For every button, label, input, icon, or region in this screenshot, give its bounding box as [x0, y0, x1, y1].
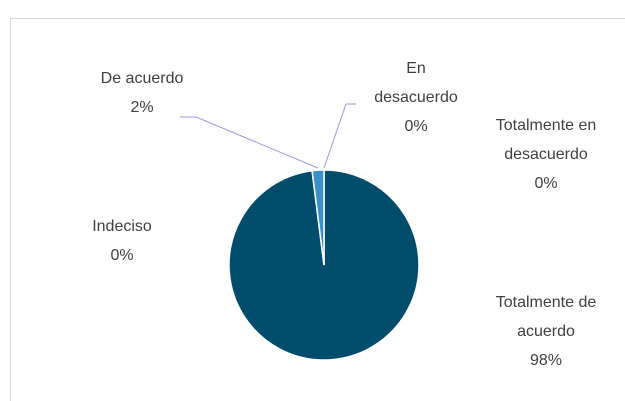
chart-frame — [10, 18, 625, 401]
data-label: Indeciso 0% — [72, 212, 172, 270]
value-label: 2% — [130, 99, 154, 116]
leader-line — [323, 103, 356, 169]
category-name: Totalmente en desacuerdo — [495, 117, 597, 163]
data-label: De acuerdo 2% — [92, 64, 192, 122]
pie-slice — [311, 169, 325, 266]
category-name: Totalmente de acuerdo — [495, 294, 597, 340]
value-label: 0% — [110, 247, 134, 264]
value-label: 0% — [534, 175, 558, 192]
value-label: 98% — [529, 352, 563, 369]
category-name: En desacuerdo — [374, 60, 458, 106]
data-label: Totalmente de acuerdo 98% — [494, 288, 598, 375]
leader-line — [180, 116, 319, 169]
data-label: En desacuerdo 0% — [366, 54, 466, 141]
value-label: 0% — [404, 118, 428, 135]
category-name: De acuerdo — [100, 70, 184, 87]
category-name: Indeciso — [92, 218, 152, 235]
data-label: Totalmente en desacuerdo 0% — [494, 111, 598, 198]
